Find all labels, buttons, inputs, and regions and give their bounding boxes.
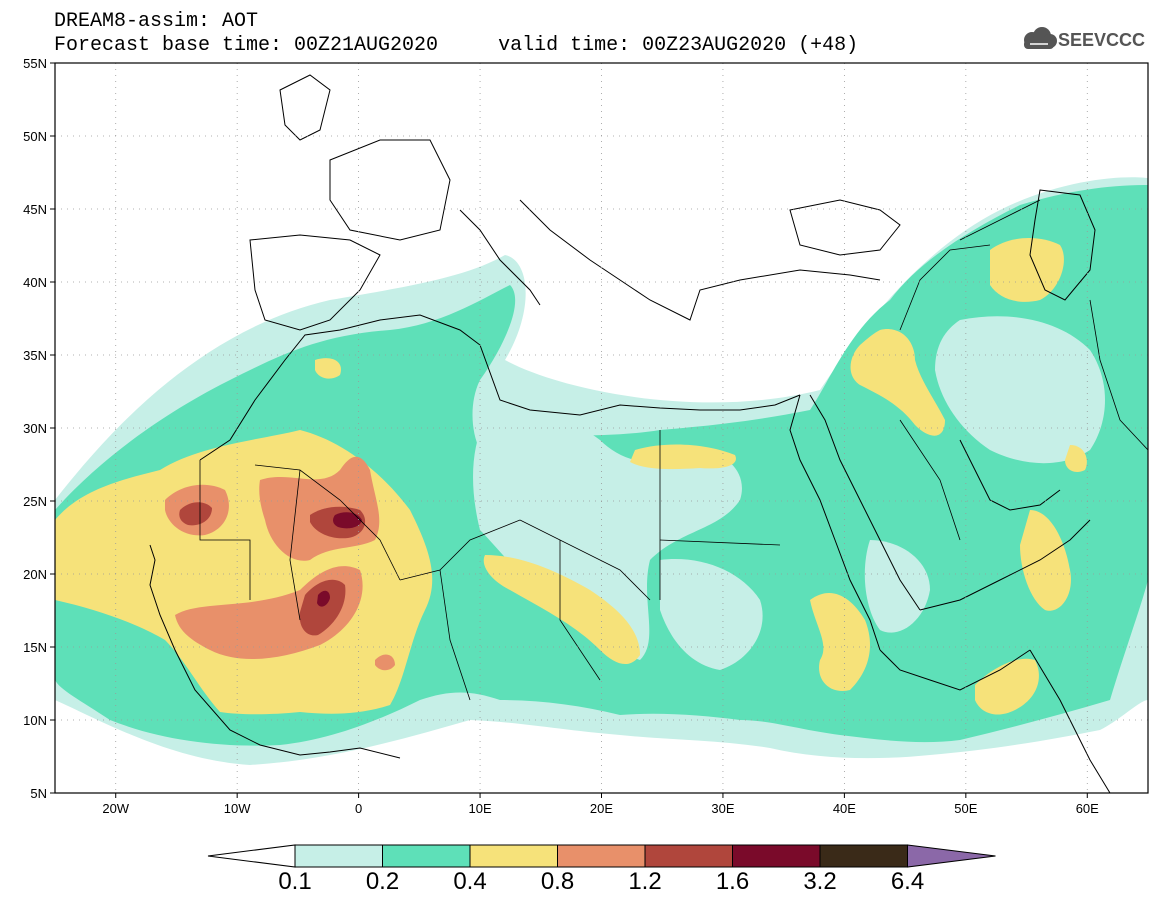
lat-tick-label: 25N (23, 494, 47, 509)
lon-tick-label: 30E (711, 801, 734, 816)
colorbar-label: 0.4 (453, 868, 487, 895)
coastline-red-sea-west (789, 394, 881, 651)
colorbar-box (819, 844, 908, 868)
colorbar-label: 6.4 (890, 868, 925, 895)
lat-tick-label: 35N (23, 348, 47, 363)
latitude-axis: 55N 50N 45N 40N 35N 30N 25N 20N 15N 10N 5N (23, 56, 55, 801)
colorbar-box (644, 844, 733, 868)
colorbar-box (732, 844, 821, 868)
aot-patch-horn (864, 540, 930, 633)
aot-patch-sahara-east (473, 411, 742, 660)
aot-patch-sudan (660, 559, 763, 670)
aot-level-0.4-caspian (990, 238, 1064, 302)
lon-tick-label: 60E (1076, 801, 1099, 816)
aot-level-0.8-niger (375, 654, 395, 671)
colorbar-box (294, 844, 383, 868)
colorbar-box (382, 844, 471, 868)
coastline-iberia (249, 234, 381, 331)
coastline-caspian (1029, 189, 1096, 301)
longitude-axis: 20W 10W 0 10E 20E 30E 40E 50E 60E (102, 793, 1099, 816)
aot-level-0.4-chad (483, 555, 640, 665)
lat-tick-label: 40N (23, 275, 47, 290)
forecast-time-subtitle: Forecast base time: 00Z21AUG2020 valid t… (54, 34, 859, 57)
lat-tick-label: 45N (23, 202, 47, 217)
colorbar-underflow-triangle (207, 844, 296, 868)
coastline-east-africa (1029, 649, 1111, 793)
lon-tick-label: 50E (954, 801, 977, 816)
map-gridlines (55, 63, 1148, 793)
lat-tick-label: 30N (23, 421, 47, 436)
aot-level-0.4-iraq (850, 329, 945, 436)
lat-tick-label: 20N (23, 567, 47, 582)
coastline-britain (279, 74, 331, 141)
colorbar-label: 0.1 (278, 868, 312, 895)
lon-tick-label: 10W (224, 801, 251, 816)
map-title: DREAM8-assim: AOT (54, 10, 259, 33)
seevccc-logo (1024, 27, 1057, 49)
coastline-balkans (519, 199, 881, 321)
cloud-icon (1024, 27, 1057, 49)
lat-tick-label: 10N (23, 713, 47, 728)
colorbar-box (469, 844, 558, 868)
lon-tick-label: 20W (102, 801, 129, 816)
lon-tick-label: 40E (833, 801, 856, 816)
logo-text: SEEVCCC (1058, 30, 1146, 50)
aot-level-0.4-iran (1065, 445, 1087, 472)
colorbar-overflow-triangle (907, 844, 996, 868)
aot-level-1.6-mali (317, 590, 330, 607)
aot-level-1.2-mauritania (179, 502, 212, 526)
colorbar-label: 1.2 (628, 868, 662, 895)
coastline-arabia-south (919, 519, 1091, 611)
coastline-black-sea (789, 199, 901, 256)
colorbar-box (557, 844, 646, 868)
country-borders (199, 199, 1148, 701)
colorbar (207, 844, 996, 868)
aot-level-1.6-algeria (333, 512, 362, 529)
lat-tick-label: 55N (23, 56, 47, 71)
aot-level-0.4-ethiopia (810, 592, 870, 691)
aot-level-0.4-morocco (315, 358, 341, 379)
colorbar-label: 3.2 (803, 868, 837, 895)
lat-tick-label: 50N (23, 129, 47, 144)
colorbar-label: 0.8 (540, 868, 575, 895)
lat-tick-label: 5N (30, 786, 47, 801)
aot-level-1.2-mali (299, 579, 346, 636)
coastline-red-sea-east (809, 394, 921, 611)
coastline-france (329, 139, 451, 241)
lat-tick-label: 15N (23, 640, 47, 655)
coastline-gulf (959, 439, 1061, 511)
lon-tick-label: 20E (590, 801, 613, 816)
aot-level-0.4-somalia (975, 658, 1039, 715)
lon-tick-label: 10E (468, 801, 491, 816)
aot-level-0.4-libya (630, 444, 736, 470)
aot-level-0.4-oman (1020, 510, 1071, 611)
coastline-west-africa (149, 544, 401, 759)
lon-tick-label: 0 (355, 801, 362, 816)
aot-patch-arabia (935, 316, 1105, 464)
colorbar-label: 1.6 (715, 868, 750, 895)
coastline-horn (879, 649, 1031, 691)
coastline-italy (459, 209, 541, 306)
colorbar-label: 0.2 (365, 868, 400, 895)
